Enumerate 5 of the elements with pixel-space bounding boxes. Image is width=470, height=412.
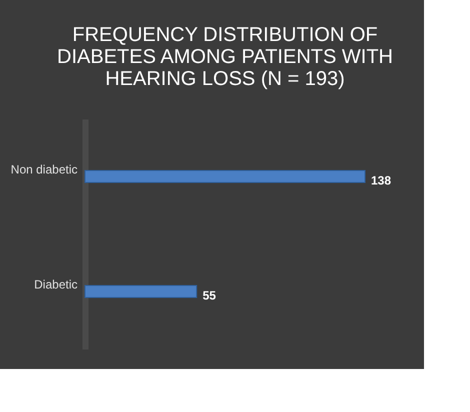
data-label: 55 (202, 288, 216, 302)
data-label: 138 (371, 174, 392, 188)
chart-title: FREQUENCY DISTRIBUTION OF DIABETES AMONG PATIENTS WITH HEARING LOSS (N = 193) (57, 24, 393, 90)
y-tick-label: Diabetic (34, 278, 78, 292)
y-tick-label: Non diabetic (10, 162, 78, 176)
